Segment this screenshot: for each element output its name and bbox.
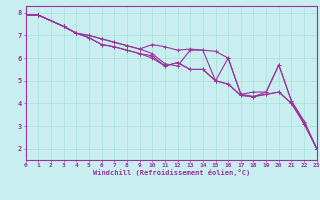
- X-axis label: Windchill (Refroidissement éolien,°C): Windchill (Refroidissement éolien,°C): [92, 169, 250, 176]
